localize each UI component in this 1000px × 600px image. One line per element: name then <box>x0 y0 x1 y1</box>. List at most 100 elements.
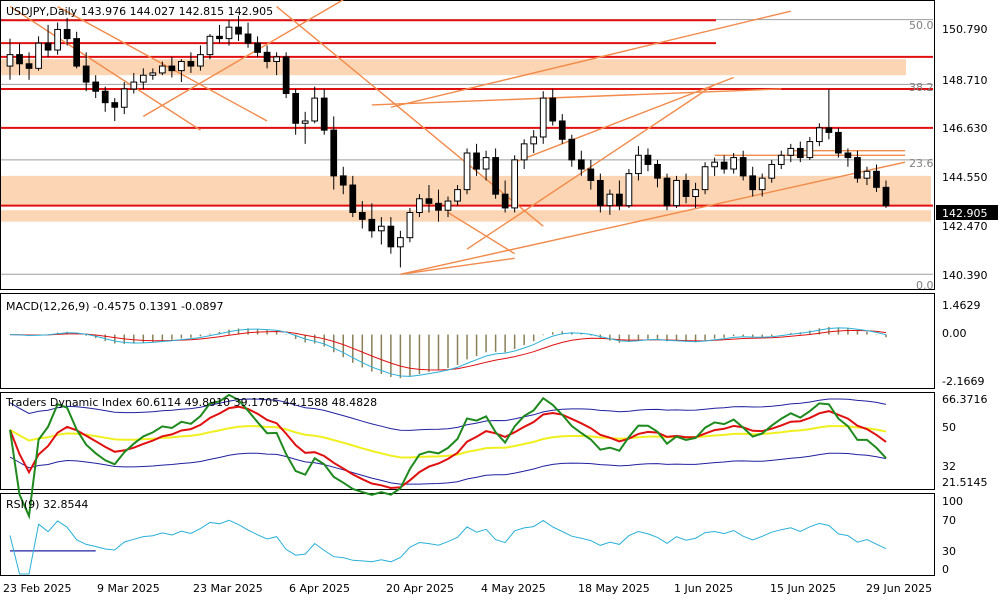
rsi-panel <box>0 493 935 576</box>
candle-33 <box>320 88 328 135</box>
candle-17 <box>168 56 176 78</box>
candle-45 <box>435 189 442 222</box>
candle-body-83 <box>796 147 804 159</box>
candle-body-79 <box>758 177 766 191</box>
candle-body-20 <box>197 54 204 67</box>
candle-70 <box>673 175 680 208</box>
candle-9 <box>92 75 100 99</box>
trendline-3 <box>142 0 344 118</box>
price-tick-4: 142.470 <box>942 220 988 233</box>
candle-body-31 <box>301 120 309 124</box>
candle-body-3 <box>35 42 42 69</box>
candle-body-30 <box>292 93 300 124</box>
rsi-tick-1: 70 <box>942 514 956 527</box>
candle-43 <box>416 194 423 218</box>
candle-body-8 <box>82 65 90 83</box>
candle-59 <box>568 134 576 167</box>
candle-88 <box>844 148 852 167</box>
candle-8 <box>82 52 90 92</box>
candle-body-17 <box>168 65 176 72</box>
candle-body-62 <box>596 179 604 207</box>
candle-body-40 <box>387 225 395 248</box>
candle-body-34 <box>330 129 338 177</box>
candle-body-29 <box>282 56 290 95</box>
candle-body-92 <box>882 186 890 207</box>
macd-tick-2: -2.1669 <box>942 375 984 388</box>
tdi-tick-0: 66.3716 <box>942 393 988 406</box>
candle-47 <box>454 185 461 206</box>
candle-body-11 <box>111 102 119 108</box>
date-label-0: 23 Feb 2025 <box>3 582 71 595</box>
candle-body-9 <box>92 81 100 92</box>
candle-body-1 <box>16 54 23 65</box>
candle-54 <box>520 139 528 170</box>
candle-body-38 <box>368 218 376 232</box>
candle-84 <box>806 136 814 160</box>
candle-24 <box>235 15 242 41</box>
candle-50 <box>482 150 490 181</box>
candle-body-13 <box>130 81 138 90</box>
date-label-8: 15 Jun 2025 <box>770 582 836 595</box>
candle-body-90 <box>863 170 871 179</box>
date-label-2: 23 Mar 2025 <box>193 582 263 595</box>
rsi-tick-2: 30 <box>942 545 956 558</box>
current-price-label: 142.905 <box>942 207 988 220</box>
candle-body-51 <box>492 157 499 195</box>
candle-body-44 <box>425 198 433 204</box>
macd-tick-1: 0.00 <box>942 327 967 340</box>
zone-0 <box>1 59 906 76</box>
trendline-8 <box>400 161 906 275</box>
rsi-tick-0: 100 <box>942 495 963 508</box>
candle-46 <box>444 196 452 218</box>
candle-28 <box>273 52 280 76</box>
candle-body-82 <box>787 147 795 156</box>
candle-body-65 <box>625 173 633 207</box>
candle-52 <box>501 180 509 213</box>
candle-body-18 <box>178 60 185 72</box>
candle-36 <box>349 175 357 218</box>
candle-body-6 <box>63 28 71 40</box>
candle-25 <box>244 22 252 48</box>
candle-body-69 <box>663 177 671 207</box>
candle-15 <box>149 68 157 80</box>
candle-body-58 <box>558 120 566 140</box>
candle-body-75 <box>720 161 728 170</box>
candle-body-42 <box>406 211 414 239</box>
fib-label-23: 23.6 <box>909 157 934 170</box>
candle-body-41 <box>397 237 404 248</box>
candle-53 <box>511 155 519 213</box>
candle-27 <box>263 45 271 69</box>
candle-body-0 <box>6 54 14 67</box>
candle-body-39 <box>377 225 385 232</box>
candle-body-10 <box>101 90 109 104</box>
candle-body-15 <box>149 72 157 76</box>
candle-11 <box>111 98 119 121</box>
price-tick-3: 144.550 <box>942 171 988 184</box>
price-tick-1: 148.710 <box>942 74 988 87</box>
candle-body-66 <box>635 154 642 175</box>
candle-body-27 <box>263 51 271 62</box>
candle-40 <box>387 217 395 254</box>
candle-51 <box>492 148 499 199</box>
candle-67 <box>644 148 652 172</box>
candle-30 <box>292 88 300 135</box>
candle-57 <box>549 88 557 126</box>
candle-body-7 <box>73 38 81 67</box>
trendline-0 <box>9 5 201 131</box>
candle-63 <box>606 189 614 215</box>
candle-2 <box>25 52 33 80</box>
candle-body-33 <box>320 97 328 131</box>
rsi-title: RSI(9) 32.8544 <box>6 498 88 511</box>
candle-body-23 <box>225 26 233 40</box>
candle-body-91 <box>873 170 880 188</box>
candle-90 <box>863 166 871 186</box>
candle-77 <box>739 150 747 181</box>
candle-79 <box>758 173 766 197</box>
candle-44 <box>425 185 433 213</box>
candle-body-76 <box>730 157 738 170</box>
candle-5 <box>54 22 61 55</box>
candle-body-37 <box>358 211 366 220</box>
candle-body-26 <box>254 42 261 53</box>
candle-body-72 <box>692 189 699 197</box>
